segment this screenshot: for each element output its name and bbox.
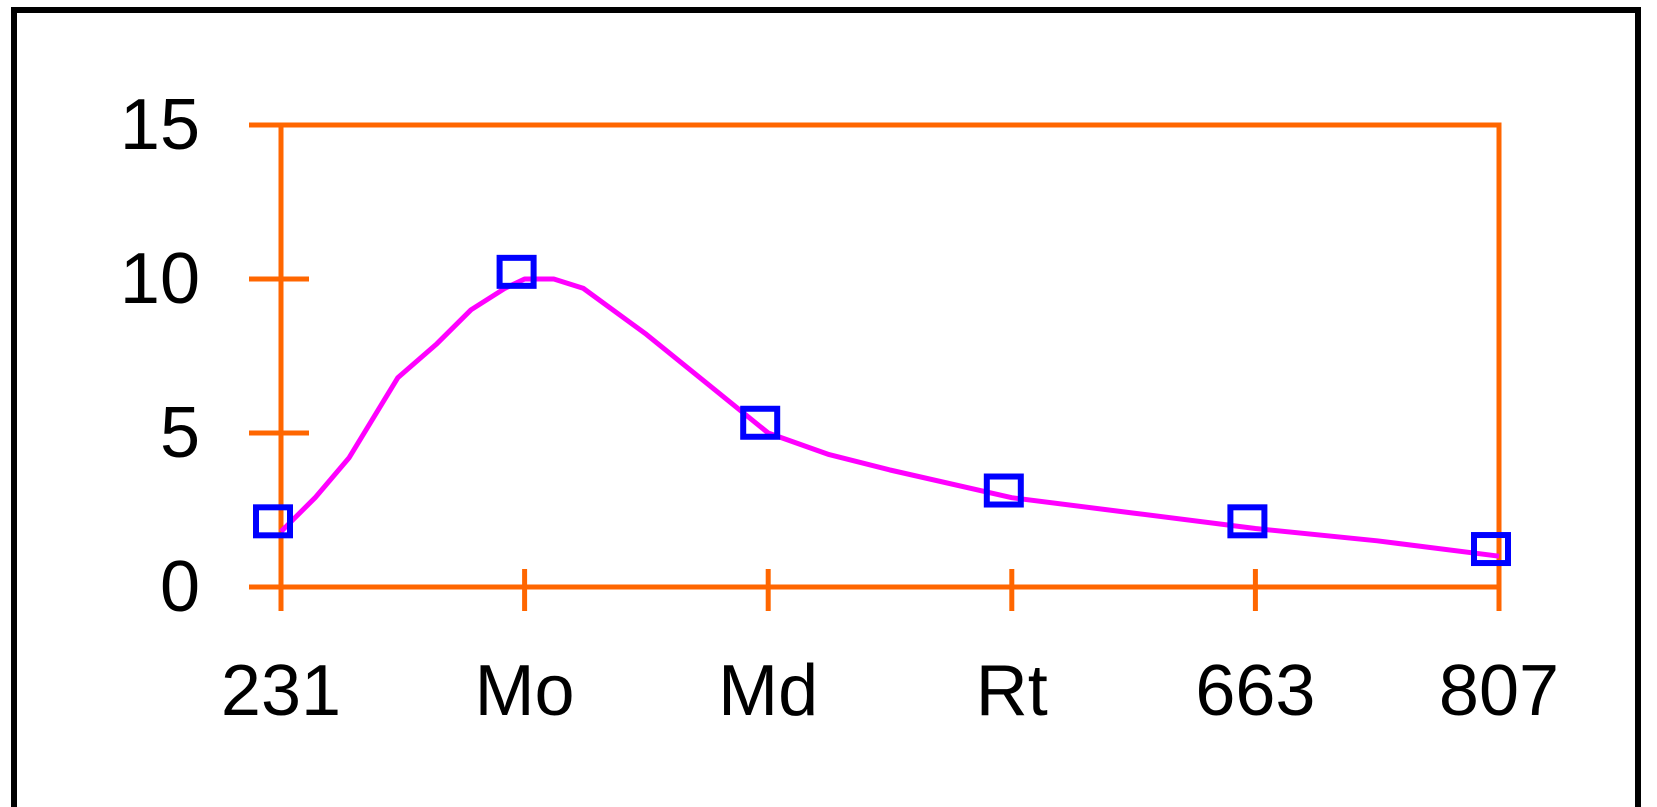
data-point-marker bbox=[496, 254, 537, 289]
y-tick-label: 10 bbox=[120, 239, 200, 319]
x-tick-label: Rt bbox=[976, 651, 1048, 731]
y-tick-label: 5 bbox=[160, 393, 200, 473]
series-line bbox=[279, 276, 1500, 559]
data-point-marker bbox=[740, 405, 781, 440]
plot-area bbox=[249, 122, 1502, 611]
plot-border bbox=[278, 122, 1502, 590]
x-axis-tick-labels: 231 Mo Md Rt 663 807 bbox=[221, 651, 1559, 731]
x-tick-label: 807 bbox=[1439, 651, 1559, 731]
y-tick-label: 0 bbox=[160, 547, 200, 627]
data-point-marker bbox=[253, 504, 293, 539]
x-tick-label: Mo bbox=[475, 651, 575, 731]
curve-layer bbox=[279, 276, 1500, 559]
marker-layer bbox=[253, 254, 1511, 567]
chart-frame bbox=[11, 7, 1641, 807]
y-axis-tick-labels: 0 5 10 15 bbox=[120, 85, 200, 627]
x-tick-label: 663 bbox=[1195, 651, 1315, 731]
x-tick-label: Md bbox=[718, 651, 818, 731]
x-tick-label: 231 bbox=[221, 651, 341, 731]
data-point-marker bbox=[1227, 504, 1268, 539]
data-point-marker bbox=[1471, 532, 1511, 567]
data-point-marker bbox=[983, 473, 1024, 508]
y-tick-label: 15 bbox=[120, 85, 200, 165]
